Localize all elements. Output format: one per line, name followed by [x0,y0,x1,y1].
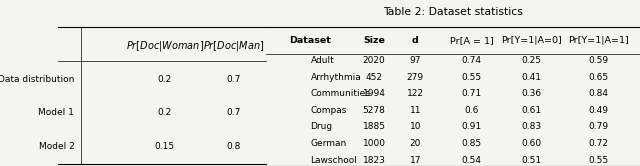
Text: Model 2: Model 2 [38,142,74,151]
Text: Lawschool: Lawschool [310,156,357,165]
Text: 10: 10 [410,123,421,131]
Text: Arrhythmia: Arrhythmia [310,73,361,82]
Text: Pr[A = 1]: Pr[A = 1] [450,36,493,45]
Text: Drug: Drug [310,123,333,131]
Text: 97: 97 [410,56,421,65]
Text: 0.41: 0.41 [522,73,541,82]
Text: 0.84: 0.84 [589,89,609,98]
Text: 0.2: 0.2 [157,75,172,84]
Text: 0.25: 0.25 [522,56,541,65]
Text: 0.15: 0.15 [155,142,175,151]
Text: 0.36: 0.36 [522,89,541,98]
Text: 20: 20 [410,139,421,148]
Text: 0.79: 0.79 [589,123,609,131]
Text: 0.6: 0.6 [465,106,479,115]
Text: 0.83: 0.83 [522,123,541,131]
Text: 1000: 1000 [363,139,386,148]
Text: 452: 452 [365,73,383,82]
Text: Data distribution: Data distribution [0,75,74,84]
Text: Size: Size [364,36,385,45]
Text: 0.72: 0.72 [589,139,609,148]
Text: 1885: 1885 [363,123,386,131]
Text: Compas: Compas [310,106,347,115]
Text: 0.2: 0.2 [157,108,172,117]
Text: 0.51: 0.51 [522,156,541,165]
Text: 0.60: 0.60 [522,139,541,148]
Text: 17: 17 [410,156,421,165]
Text: 0.55: 0.55 [589,156,609,165]
Text: 0.59: 0.59 [589,56,609,65]
Text: 1994: 1994 [363,89,386,98]
Text: 2020: 2020 [363,56,385,65]
Text: 0.65: 0.65 [589,73,609,82]
Text: Pr[Y=1|A=1]: Pr[Y=1|A=1] [568,36,629,45]
Text: German: German [310,139,347,148]
Text: Adult: Adult [310,56,334,65]
Text: 0.54: 0.54 [461,156,481,165]
Text: $Pr[Doc|Woman]$: $Pr[Doc|Woman]$ [125,40,204,53]
Text: Model 1: Model 1 [38,108,74,117]
Text: 0.85: 0.85 [461,139,481,148]
Text: 0.7: 0.7 [227,108,241,117]
Text: 11: 11 [410,106,421,115]
Text: 122: 122 [407,89,424,98]
Text: 0.55: 0.55 [461,73,481,82]
Text: d: d [412,36,419,45]
Text: 279: 279 [407,73,424,82]
Text: 1823: 1823 [363,156,386,165]
Text: 0.91: 0.91 [461,123,481,131]
Text: $Pr[Doc|Man]$: $Pr[Doc|Man]$ [203,40,264,53]
Text: 0.49: 0.49 [589,106,609,115]
Text: Pr[Y=1|A=0]: Pr[Y=1|A=0] [501,36,562,45]
Text: Communities: Communities [310,89,371,98]
Text: Table 2: Dataset statistics: Table 2: Dataset statistics [383,7,523,17]
Text: 5278: 5278 [363,106,386,115]
Text: 0.8: 0.8 [227,142,241,151]
Text: 0.71: 0.71 [461,89,481,98]
Text: 0.61: 0.61 [522,106,541,115]
Text: Dataset: Dataset [289,36,332,45]
Text: 0.74: 0.74 [461,56,481,65]
Text: 0.7: 0.7 [227,75,241,84]
